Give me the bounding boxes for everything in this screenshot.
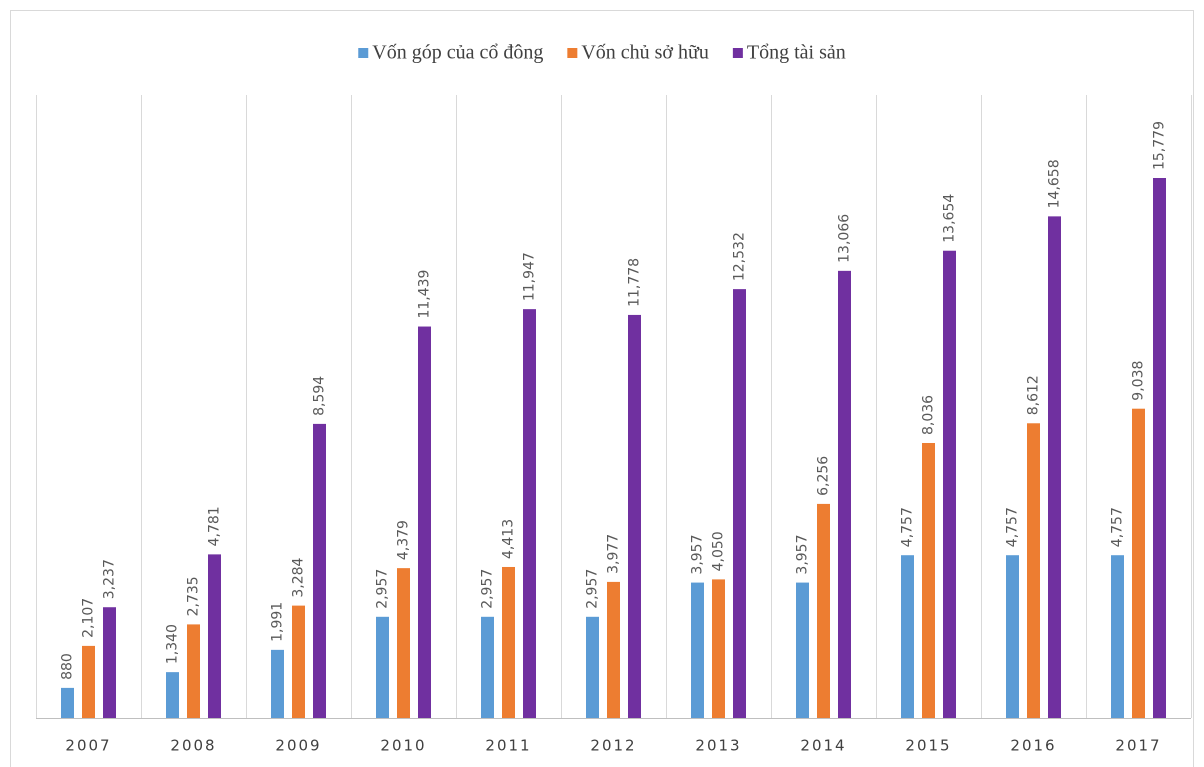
bar <box>922 442 935 718</box>
bar <box>1027 423 1040 718</box>
bar <box>187 624 200 718</box>
bar <box>1006 555 1019 718</box>
bar <box>943 250 956 718</box>
value-label: 8,036 <box>921 395 937 435</box>
bar <box>712 579 725 718</box>
x-tick-label: 2017 <box>1115 737 1161 755</box>
bar <box>376 616 389 718</box>
legend-swatch <box>567 48 578 58</box>
x-tick-label: 2016 <box>1010 737 1056 755</box>
legend-label: Vốn chủ sở hữu <box>581 42 709 64</box>
legend-label: Vốn góp của cổ đông <box>372 42 543 64</box>
x-tick-label: 2010 <box>380 737 426 755</box>
x-tick-label: 2012 <box>590 737 636 755</box>
value-label: 15,779 <box>1152 121 1168 170</box>
bar <box>733 289 746 718</box>
bar <box>1132 408 1145 718</box>
value-label: 3,284 <box>291 557 307 597</box>
bar <box>418 326 431 718</box>
value-label: 3,237 <box>102 559 118 599</box>
value-label: 2,107 <box>81 598 97 638</box>
value-label: 8,594 <box>312 376 328 416</box>
bar <box>61 687 74 718</box>
value-label: 11,439 <box>417 270 433 319</box>
bar <box>523 309 536 718</box>
bar <box>502 566 515 718</box>
x-tick-label: 2007 <box>65 737 111 755</box>
bar <box>481 616 494 718</box>
bar <box>691 582 704 718</box>
value-label: 13,066 <box>837 214 853 263</box>
bar <box>103 607 116 718</box>
chart-border <box>10 10 1194 767</box>
bar <box>1111 555 1124 718</box>
value-label: 2,735 <box>186 576 202 616</box>
bar <box>271 649 284 718</box>
bar <box>1048 216 1061 718</box>
bar <box>208 554 221 718</box>
value-label: 4,757 <box>1110 507 1126 547</box>
bar <box>838 270 851 718</box>
value-label: 4,757 <box>900 507 916 547</box>
value-label: 4,781 <box>207 506 223 546</box>
value-label: 13,654 <box>942 194 958 243</box>
value-label: 2,957 <box>375 569 391 609</box>
value-label: 880 <box>60 653 76 680</box>
bar <box>166 672 179 718</box>
value-label: 3,977 <box>606 534 622 574</box>
bar <box>292 605 305 718</box>
x-tick-label: 2011 <box>485 737 531 755</box>
value-label: 4,050 <box>711 531 727 571</box>
bar <box>607 581 620 718</box>
value-label: 4,379 <box>396 520 412 560</box>
value-label: 1,340 <box>165 624 181 664</box>
x-tick-label: 2008 <box>170 737 216 755</box>
value-label: 2,957 <box>585 569 601 609</box>
bar <box>817 503 830 718</box>
bar <box>313 423 326 718</box>
bar <box>1153 178 1166 718</box>
bar <box>628 314 641 718</box>
value-label: 2,957 <box>480 569 496 609</box>
value-label: 1,991 <box>270 602 286 642</box>
value-label: 3,957 <box>795 534 811 574</box>
bar <box>796 582 809 718</box>
value-label: 9,038 <box>1131 361 1147 401</box>
value-label: 11,947 <box>522 252 538 301</box>
value-label: 6,256 <box>816 456 832 496</box>
legend-swatch <box>358 48 369 58</box>
x-tick-label: 2015 <box>905 737 951 755</box>
bar <box>901 555 914 718</box>
x-tick-label: 2014 <box>800 737 846 755</box>
value-label: 4,413 <box>501 519 517 559</box>
bar <box>586 616 599 718</box>
legend-label: Tổng tài sản <box>747 42 846 64</box>
bar <box>82 645 95 718</box>
x-tick-label: 2013 <box>695 737 741 755</box>
bar <box>397 568 410 718</box>
value-label: 8,612 <box>1026 375 1042 415</box>
x-tick-label: 2009 <box>275 737 321 755</box>
value-label: 12,532 <box>732 232 748 281</box>
legend-swatch <box>732 48 743 58</box>
value-label: 14,658 <box>1047 159 1063 208</box>
value-label: 11,778 <box>627 258 643 307</box>
value-label: 4,757 <box>1005 507 1021 547</box>
value-label: 3,957 <box>690 534 706 574</box>
